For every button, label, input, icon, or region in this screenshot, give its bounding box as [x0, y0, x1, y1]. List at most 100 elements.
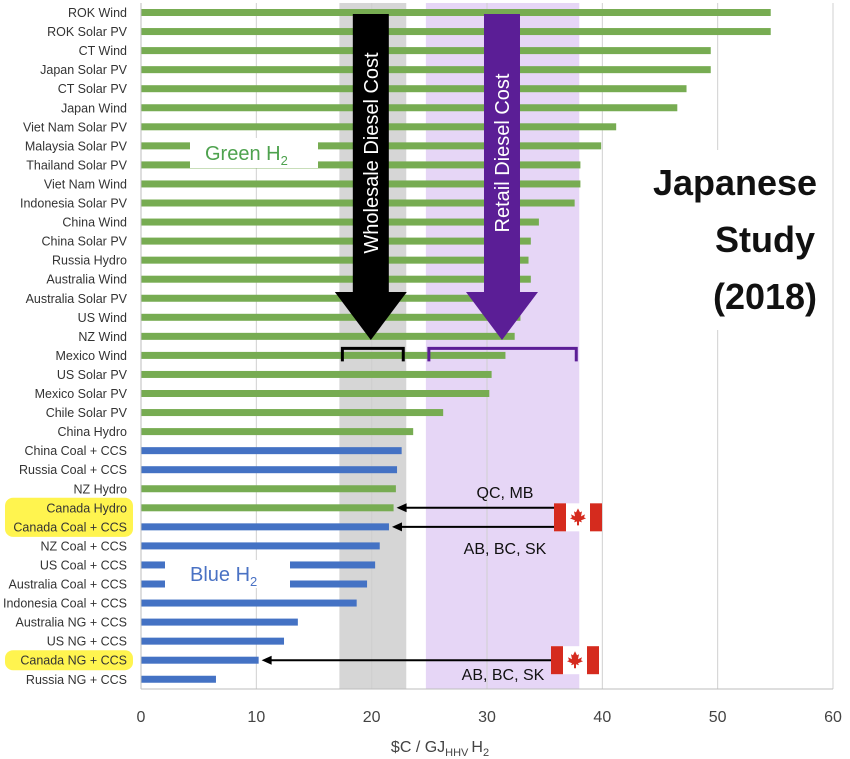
x-tick-label: 0 [137, 709, 146, 726]
study-title-line-3: (2018) [713, 276, 817, 317]
bar [141, 313, 521, 321]
bar [141, 637, 285, 645]
bar [141, 294, 531, 302]
x-axis: 0 10 20 30 40 50 60 [137, 3, 842, 726]
canada-flag-icon [551, 646, 599, 675]
x-tick-label: 10 [247, 709, 265, 726]
bar [141, 28, 771, 36]
category-label: ROK Solar PV [47, 25, 128, 39]
bar [141, 332, 515, 340]
bar [141, 66, 711, 74]
green-h2-text: Green H [205, 143, 281, 165]
category-label: Chile Solar PV [46, 406, 128, 420]
blue-h2-text: Blue H [190, 564, 250, 586]
bar [141, 351, 506, 359]
retail-diesel-label: Retail Diesel Cost [492, 73, 514, 232]
category-label: Japan Solar PV [40, 63, 128, 77]
category-label: Russia NG + CCS [26, 673, 127, 687]
label-highlight [5, 650, 133, 671]
category-label: Japan Wind [61, 101, 127, 115]
green-h2-sub: 2 [281, 153, 288, 168]
bar [141, 485, 396, 493]
study-title: Japanese Study (2018) [628, 150, 832, 330]
canada-flag-icon [554, 503, 602, 532]
blue-h2-sub: 2 [250, 574, 257, 589]
category-label: Australia Solar PV [26, 292, 128, 306]
category-label: Canada Coal + CCS [13, 520, 127, 534]
category-label: China Solar PV [42, 235, 128, 249]
category-label: ROK Wind [68, 6, 127, 20]
annotation-arrowhead-coal [391, 522, 402, 532]
x-tick-label: 50 [709, 709, 727, 726]
green-h2-label: Green H2 [190, 138, 318, 168]
label-highlights [5, 497, 133, 671]
wholesale-diesel-label: Wholesale Diesel Cost [361, 52, 383, 254]
category-label: US NG + CCS [47, 635, 127, 649]
category-label: Viet Nam Wind [44, 177, 127, 191]
bar [141, 618, 298, 626]
category-label: CT Wind [79, 44, 127, 58]
category-label: China Hydro [58, 425, 128, 439]
category-label: NZ Coal + CCS [41, 539, 127, 553]
annotation-arrowhead-ng [261, 655, 272, 665]
annotation-qc-mb: QC, MB [477, 485, 534, 502]
category-label: Canada Hydro [46, 501, 127, 515]
x-tick-label: 30 [478, 709, 496, 726]
category-label: China Wind [62, 216, 127, 230]
bar [141, 85, 687, 93]
wholesale-bracket [340, 346, 405, 362]
category-label: US Coal + CCS [40, 558, 127, 572]
category-label: NZ Hydro [74, 482, 128, 496]
category-label: Australia Wind [46, 273, 127, 287]
annotation-ab-bc-sk-1: AB, BC, SK [464, 541, 547, 558]
annotation-ab-bc-sk-2: AB, BC, SK [462, 667, 545, 684]
annotation-arrowhead-hydro [396, 503, 407, 513]
bar [141, 218, 539, 226]
bar [141, 104, 678, 112]
bar [141, 47, 711, 55]
blue-h2-label: Blue H2 [165, 560, 290, 589]
bar [141, 656, 259, 664]
category-label: Russia Hydro [52, 254, 127, 268]
category-label: Canada NG + CCS [20, 654, 127, 668]
bar [141, 275, 531, 283]
bar [141, 447, 402, 455]
category-label: Mexico Wind [55, 349, 127, 363]
category-label: Australia NG + CCS [16, 616, 128, 630]
x-tick-label: 40 [593, 709, 611, 726]
bar [141, 675, 216, 683]
bar [141, 409, 444, 417]
retail-diesel-arrow: Retail Diesel Cost [465, 14, 538, 340]
wholesale-diesel-arrow: Wholesale Diesel Cost [334, 14, 407, 340]
category-label: Indonesia Coal + CCS [3, 597, 127, 611]
category-label: Mexico Solar PV [35, 387, 128, 401]
category-label: Indonesia Solar PV [20, 197, 128, 211]
label-highlight [5, 497, 133, 537]
svg-text:Green H2: Green H2 [205, 143, 288, 168]
canada-annotations: QC, MB AB, BC, SK AB, BC, SK [261, 485, 602, 684]
study-title-line-1: Japanese [653, 162, 817, 203]
category-labels: ROK Wind ROK Solar PV CT Wind Japan Solar P… [3, 6, 128, 687]
category-label: Australia Coal + CCS [9, 578, 127, 592]
category-label: US Solar PV [57, 368, 128, 382]
x-tick-label: 20 [363, 709, 381, 726]
bar [141, 256, 529, 264]
bar [141, 390, 490, 397]
category-label: Viet Nam Solar PV [23, 120, 128, 134]
category-label: China Coal + CCS [25, 444, 127, 458]
bar [141, 466, 398, 474]
bar [141, 599, 357, 607]
category-label: CT Solar PV [58, 82, 128, 96]
bar [141, 428, 414, 436]
retail-bracket [427, 346, 578, 362]
bar [141, 523, 389, 531]
bar [141, 237, 531, 245]
bar [141, 9, 771, 16]
category-label: Thailand Solar PV [26, 158, 127, 172]
bar [141, 370, 492, 378]
x-tick-label: 60 [824, 709, 842, 726]
category-label: Malaysia Solar PV [25, 139, 128, 153]
bar [141, 542, 380, 550]
category-label: NZ Wind [78, 330, 127, 344]
